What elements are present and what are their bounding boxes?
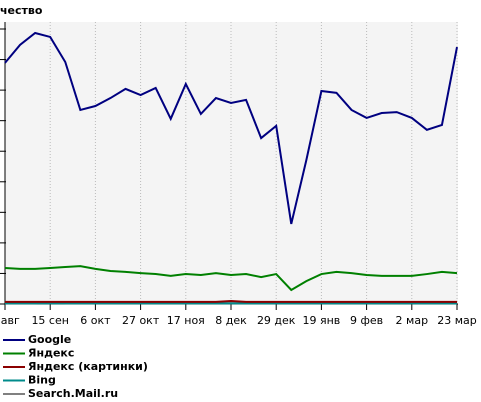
legend-label: Google (28, 333, 71, 346)
legend-label: Яндекс (картинки) (28, 360, 148, 373)
x-tick-label: 8 дек (215, 314, 247, 327)
x-tick-label: 6 окт (80, 314, 111, 327)
x-tick-label: 5 авг (0, 314, 20, 327)
x-tick-label: 19 янв (303, 314, 341, 327)
series-line (5, 299, 457, 303)
chart-title: чество (0, 4, 43, 17)
x-tick-label: 29 дек (257, 314, 296, 327)
x-tick-label: 9 фев (350, 314, 383, 327)
x-tick-label: 23 мар (437, 314, 477, 327)
series-line (4, 31, 458, 225)
x-tick-label: 27 окт (122, 314, 160, 327)
x-tick-label: 15 сен (31, 314, 69, 327)
x-tick-label: 2 мар (396, 314, 429, 327)
legend-label: Search.Mail.ru (28, 387, 118, 400)
x-tick-label: 17 ноя (167, 314, 205, 327)
legend-label: Яндекс (28, 347, 74, 360)
series-line (4, 265, 458, 292)
legend-label: Bing (28, 374, 56, 387)
